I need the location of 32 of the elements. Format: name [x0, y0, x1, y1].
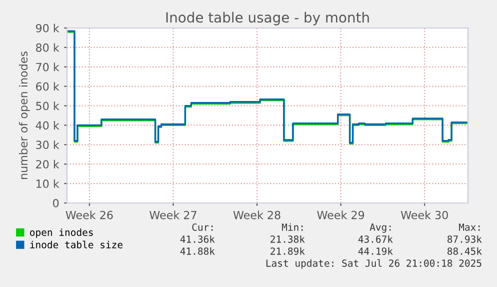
- text: 88.45k: [448, 247, 482, 255]
- chart-title: Inode table usage - by month: [166, 12, 369, 26]
- text: 21.38k: [270, 235, 305, 243]
- text: 21.89k: [270, 247, 305, 255]
- x-tick-label: Week 30: [400, 210, 448, 220]
- text: 41.88k: [180, 247, 215, 255]
- y-tick-label: 20 k: [36, 160, 60, 168]
- y-tick-label: 90 k: [36, 24, 60, 32]
- x-tick-label: Week 29: [317, 210, 364, 220]
- y-tick-label: 80 k: [36, 43, 60, 52]
- legend-label: open inodes: [30, 228, 93, 238]
- text: 87.93k: [448, 235, 482, 243]
- y-tick-label: 40 k: [36, 121, 60, 130]
- x-tick-label: Week 28: [233, 210, 280, 220]
- x-tick-label: Week 27: [150, 210, 196, 220]
- text: Cur:: [192, 223, 213, 231]
- y-tick-label: 10 k: [36, 179, 60, 188]
- text: Last update: Sat Jul 26 21:00:18 2025: [266, 259, 482, 269]
- y-tick-label: 30 k: [36, 140, 60, 150]
- y-tick-label: 50 k: [36, 102, 60, 110]
- y-tick-label: 0: [53, 198, 59, 208]
- y-tick-label: 60 k: [36, 82, 60, 91]
- legend-label: inode table size: [30, 240, 122, 248]
- text: 44.19k: [358, 247, 393, 255]
- text: Min:: [282, 223, 303, 231]
- text: 41.36k: [180, 235, 215, 243]
- y-tick-label: 70 k: [36, 62, 60, 72]
- text: 43.67k: [358, 235, 393, 243]
- x-tick-label: Week 26: [66, 210, 113, 220]
- text: Avg:: [370, 224, 391, 233]
- y-axis-title: number of open inodes: [18, 52, 30, 179]
- text: Max:: [458, 224, 480, 231]
